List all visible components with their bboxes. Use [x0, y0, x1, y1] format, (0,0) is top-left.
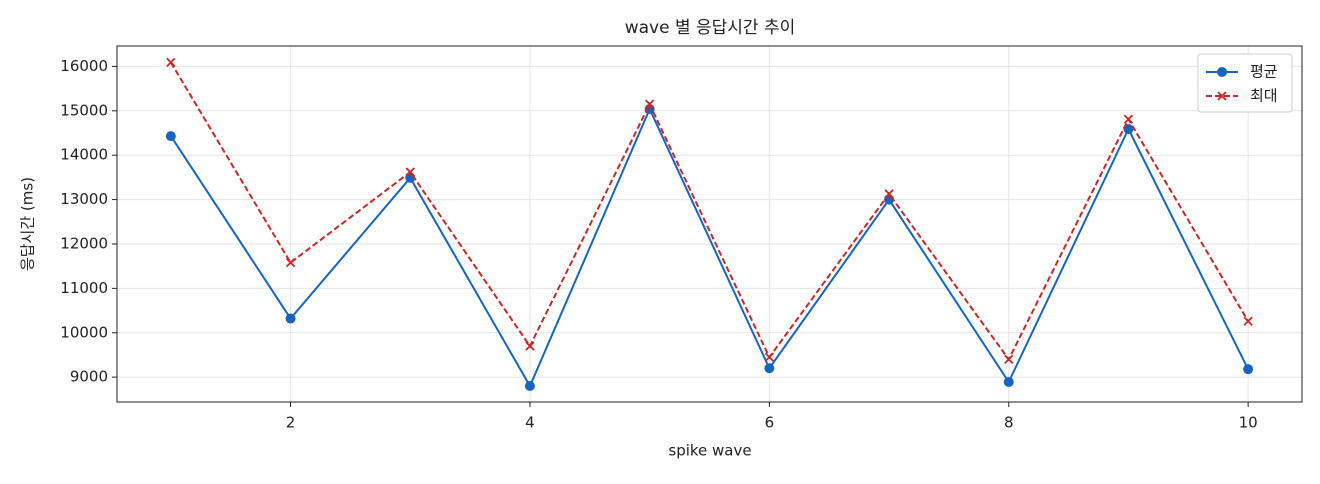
y-tick-label: 11000	[60, 279, 108, 297]
point	[1123, 114, 1134, 124]
point	[764, 352, 774, 362]
x-tick-label: 2	[286, 414, 296, 432]
point	[1004, 354, 1014, 365]
x-tick-label: 10	[1239, 414, 1258, 432]
x-axis-label: spike wave	[668, 442, 751, 460]
plot-frame	[116, 45, 1303, 403]
point	[405, 167, 415, 177]
legend-box	[1197, 53, 1293, 113]
y-tick-label: 14000	[60, 146, 108, 164]
y-tick-label: 15000	[60, 101, 108, 119]
series-line	[170, 61, 1250, 362]
point	[1243, 364, 1254, 375]
point	[1243, 316, 1253, 326]
point	[166, 57, 176, 68]
series-line	[170, 106, 1250, 389]
point	[165, 131, 176, 142]
x-tick-label: 6	[765, 414, 775, 432]
chart-title: wave 별 응답시간 추이	[625, 18, 796, 38]
point	[285, 313, 296, 324]
y-tick-label: 10000	[60, 323, 108, 341]
legend-marker	[1217, 91, 1227, 101]
point	[884, 189, 894, 199]
legend-label: 최대	[1250, 87, 1278, 105]
point	[524, 381, 535, 392]
legend-label: 평균	[1250, 63, 1278, 81]
point	[645, 99, 655, 109]
legend-marker	[1217, 67, 1227, 77]
point	[525, 341, 535, 351]
y-tick-label: 16000	[60, 57, 108, 75]
x-tick-label: 4	[525, 414, 535, 432]
point	[1123, 124, 1134, 135]
y-tick-label: 12000	[60, 234, 108, 252]
point	[285, 257, 296, 268]
y-tick-label: 13000	[60, 190, 108, 208]
y-axis-label: 응답시간 (ms)	[19, 177, 37, 271]
y-tick-label: 9000	[70, 368, 108, 386]
point	[1003, 377, 1014, 388]
x-tick-label: 8	[1004, 414, 1014, 432]
point	[764, 363, 775, 374]
